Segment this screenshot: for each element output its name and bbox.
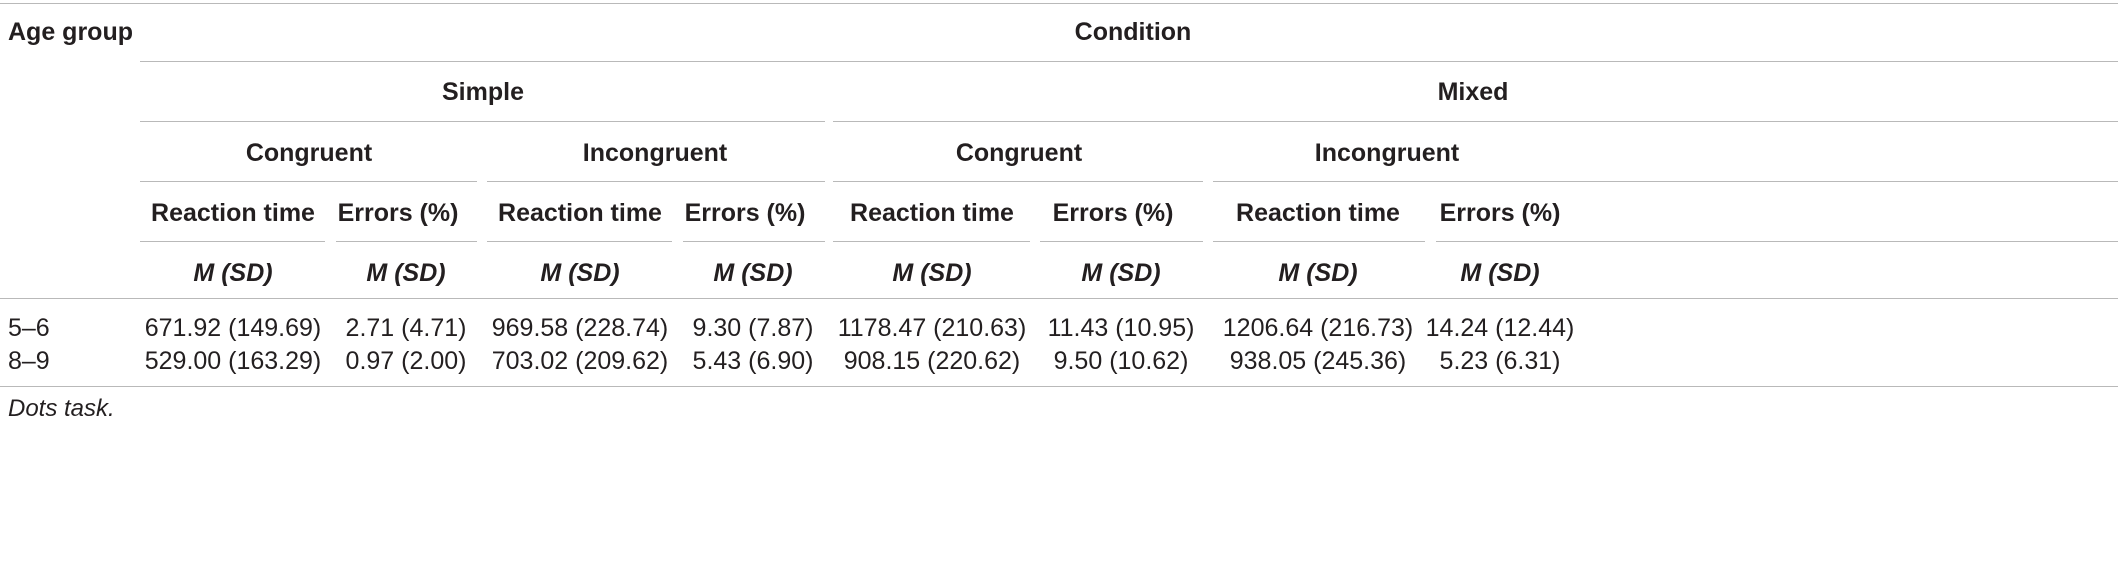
value-cell: 5.43 (6.90)	[692, 347, 814, 375]
mixed-congruent-header: Congruent	[955, 139, 1083, 167]
msd-4: M (SD)	[713, 259, 793, 287]
header-bottom-rule	[0, 298, 2118, 299]
mixed-incongruent-header: Incongruent	[1314, 139, 1460, 167]
rt-underline-4	[1213, 241, 1425, 242]
value-cell: 969.58 (228.74)	[491, 314, 669, 342]
err-header-1: Errors (%)	[337, 199, 459, 227]
msd-2: M (SD)	[366, 259, 446, 287]
mixed-underline	[833, 121, 2118, 122]
rt-header-4: Reaction time	[1236, 199, 1400, 227]
age-cell: 5–6	[8, 314, 50, 342]
value-cell: 671.92 (149.69)	[144, 314, 322, 342]
value-cell: 0.97 (2.00)	[345, 347, 467, 375]
value-cell: 2.71 (4.71)	[345, 314, 467, 342]
condition-header: Condition	[1074, 18, 1192, 46]
value-cell: 9.30 (7.87)	[692, 314, 814, 342]
simple-underline	[140, 121, 825, 122]
mixed-header: Mixed	[1437, 78, 1509, 106]
err-underline-1	[336, 241, 477, 242]
err-header-3: Errors (%)	[1052, 199, 1174, 227]
rt-underline-1	[140, 241, 325, 242]
value-cell: 1206.64 (216.73)	[1222, 314, 1414, 342]
rt-underline-2	[487, 241, 672, 242]
value-cell: 529.00 (163.29)	[144, 347, 322, 375]
table-top-rule	[0, 3, 2118, 4]
msd-1: M (SD)	[193, 259, 273, 287]
value-cell: 11.43 (10.95)	[1047, 314, 1195, 342]
err-underline-4	[1436, 241, 2118, 242]
simple-incongruent-underline	[487, 181, 825, 182]
value-cell: 938.05 (245.36)	[1229, 347, 1407, 375]
age-group-header: Age group	[8, 18, 133, 46]
value-cell: 5.23 (6.31)	[1439, 347, 1561, 375]
condition-underline	[140, 61, 2118, 62]
msd-3: M (SD)	[540, 259, 620, 287]
simple-congruent-underline	[140, 181, 477, 182]
rt-header-1: Reaction time	[151, 199, 315, 227]
value-cell: 908.15 (220.62)	[843, 347, 1021, 375]
mixed-congruent-underline	[833, 181, 1203, 182]
msd-5: M (SD)	[892, 259, 972, 287]
simple-header: Simple	[442, 78, 524, 106]
value-cell: 703.02 (209.62)	[491, 347, 669, 375]
value-cell: 1178.47 (210.63)	[837, 314, 1027, 342]
rt-underline-3	[833, 241, 1030, 242]
err-underline-3	[1040, 241, 1203, 242]
msd-8: M (SD)	[1460, 259, 1540, 287]
table-bottom-rule	[0, 386, 2118, 387]
rt-header-2: Reaction time	[498, 199, 662, 227]
err-underline-2	[683, 241, 825, 242]
err-header-4: Errors (%)	[1439, 199, 1561, 227]
value-cell: 14.24 (12.44)	[1425, 314, 1575, 342]
simple-incongruent-header: Incongruent	[582, 139, 728, 167]
simple-congruent-header: Congruent	[245, 139, 373, 167]
msd-6: M (SD)	[1081, 259, 1161, 287]
mixed-incongruent-underline	[1213, 181, 2118, 182]
table-footnote: Dots task.	[8, 395, 115, 422]
msd-7: M (SD)	[1278, 259, 1358, 287]
err-header-2: Errors (%)	[684, 199, 806, 227]
age-cell: 8–9	[8, 347, 50, 375]
value-cell: 9.50 (10.62)	[1053, 347, 1189, 375]
rt-header-3: Reaction time	[850, 199, 1014, 227]
